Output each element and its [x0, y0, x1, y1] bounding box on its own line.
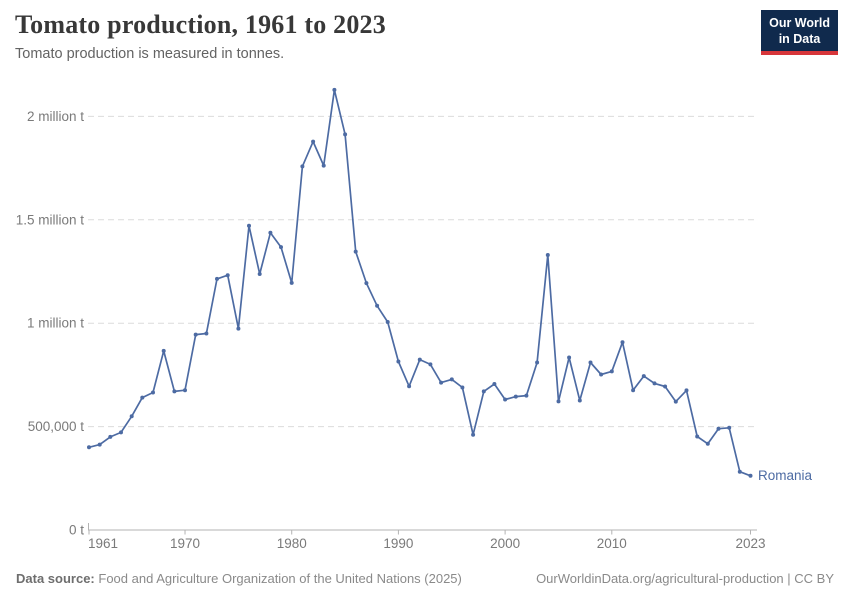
data-point[interactable]	[236, 326, 241, 331]
data-point[interactable]	[183, 388, 187, 393]
svg-text:1980: 1980	[277, 536, 307, 551]
data-point[interactable]	[353, 249, 358, 254]
owid-logo-line1: Our World	[769, 16, 830, 30]
data-point[interactable]	[332, 87, 337, 92]
data-point[interactable]	[641, 374, 646, 379]
data-point[interactable]	[705, 441, 710, 446]
data-point[interactable]	[481, 389, 486, 394]
data-point[interactable]	[545, 253, 550, 257]
data-point[interactable]	[407, 384, 412, 389]
data-point[interactable]	[172, 389, 177, 394]
data-source: Data source: Food and Agriculture Organi…	[16, 571, 462, 586]
svg-text:0 t: 0 t	[69, 523, 84, 538]
data-point[interactable]	[620, 340, 625, 345]
series-label-romania: Romania	[758, 468, 813, 483]
data-point[interactable]	[364, 281, 369, 286]
data-point[interactable]	[609, 369, 614, 374]
data-point[interactable]	[343, 132, 348, 137]
data-point[interactable]	[87, 445, 91, 450]
data-point[interactable]	[140, 395, 145, 400]
data-point[interactable]	[161, 348, 166, 353]
data-point[interactable]	[385, 320, 390, 324]
data-point[interactable]	[748, 473, 753, 478]
chart-footer: Data source: Food and Agriculture Organi…	[16, 571, 834, 586]
data-point[interactable]	[599, 372, 604, 377]
data-point[interactable]	[737, 469, 742, 474]
data-point[interactable]	[727, 425, 732, 430]
data-point[interactable]	[204, 331, 209, 336]
data-point[interactable]	[151, 390, 155, 395]
data-point[interactable]	[471, 432, 476, 437]
data-point[interactable]	[684, 388, 689, 393]
owid-logo-line2: in Data	[778, 32, 821, 47]
data-point[interactable]	[652, 381, 657, 386]
data-point[interactable]	[716, 426, 721, 431]
owid-logo: Our World in Data	[761, 10, 838, 55]
data-point[interactable]	[193, 332, 198, 337]
data-point[interactable]	[311, 139, 316, 144]
data-point[interactable]	[695, 434, 700, 439]
data-point[interactable]	[215, 276, 219, 281]
svg-text:1990: 1990	[383, 536, 413, 551]
data-point[interactable]	[279, 245, 283, 250]
data-point[interactable]	[567, 355, 572, 360]
svg-text:2 million t: 2 million t	[27, 109, 84, 124]
data-point[interactable]	[396, 359, 401, 364]
data-point[interactable]	[492, 382, 497, 386]
data-point[interactable]	[225, 273, 230, 278]
data-point[interactable]	[535, 360, 540, 365]
data-point[interactable]	[289, 280, 294, 285]
data-point[interactable]	[673, 399, 678, 404]
series-romania[interactable]	[87, 87, 753, 478]
page-title: Tomato production, 1961 to 2023	[15, 10, 386, 39]
chart-subtitle: Tomato production is measured in tonnes.	[15, 46, 285, 62]
data-point[interactable]	[503, 397, 508, 402]
data-point[interactable]	[321, 163, 326, 168]
chart-header: Tomato production, 1961 to 2023 Tomato p…	[15, 10, 760, 62]
data-point[interactable]	[119, 430, 123, 435]
data-point[interactable]	[300, 164, 305, 169]
credit-line: OurWorldinData.org/agricultural-producti…	[536, 571, 834, 586]
data-point[interactable]	[268, 230, 273, 235]
svg-text:2023: 2023	[735, 536, 765, 551]
data-point[interactable]	[556, 399, 561, 404]
data-point[interactable]	[663, 384, 668, 389]
data-point[interactable]	[257, 272, 262, 276]
data-point[interactable]	[524, 393, 529, 398]
data-source-text: Food and Agriculture Organization of the…	[98, 571, 462, 586]
data-point[interactable]	[108, 434, 113, 439]
data-point[interactable]	[375, 303, 380, 308]
data-point[interactable]	[129, 414, 134, 419]
svg-text:2000: 2000	[490, 536, 520, 551]
data-point[interactable]	[428, 362, 433, 367]
svg-text:1.5 million t: 1.5 million t	[16, 212, 85, 227]
data-point[interactable]	[460, 385, 465, 390]
data-point[interactable]	[577, 398, 582, 403]
data-source-label: Data source:	[16, 571, 95, 586]
svg-text:1961: 1961	[88, 536, 118, 551]
svg-text:500,000 t: 500,000 t	[28, 419, 85, 434]
data-point[interactable]	[417, 357, 422, 362]
svg-text:2010: 2010	[597, 536, 627, 551]
svg-text:1 million t: 1 million t	[27, 316, 84, 331]
data-point[interactable]	[513, 394, 518, 399]
data-point[interactable]	[247, 223, 251, 228]
data-point[interactable]	[449, 377, 454, 382]
data-point[interactable]	[439, 380, 444, 385]
data-point[interactable]	[97, 442, 102, 447]
data-point[interactable]	[631, 388, 636, 393]
data-point[interactable]	[588, 360, 593, 365]
svg-text:1970: 1970	[170, 536, 200, 551]
